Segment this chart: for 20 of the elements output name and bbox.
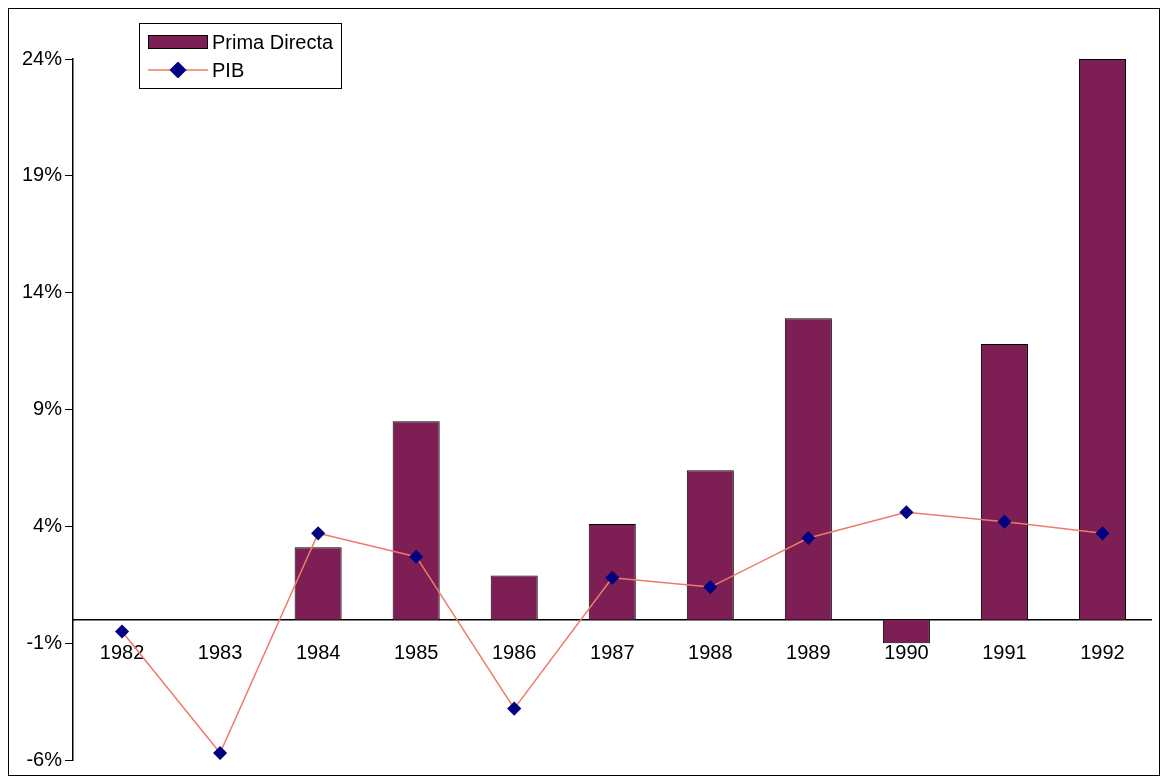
y-tick-label: 24%	[22, 46, 63, 69]
y-tick-label: 14%	[22, 280, 63, 303]
legend-label: PIB	[212, 58, 245, 83]
x-tick-label: 1988	[688, 641, 733, 664]
y-tick-label: 19%	[22, 163, 63, 186]
x-tick-label: 1987	[590, 641, 635, 664]
x-tick-label: 1990	[884, 641, 929, 664]
x-tick-label: 1983	[197, 641, 243, 664]
x-tick-label: 1982	[99, 641, 145, 664]
x-tick-label: 1991	[982, 641, 1027, 664]
x-tick-label: 1986	[491, 641, 537, 664]
x-tick-label: 1989	[786, 641, 831, 664]
x-tick-label: 1984	[295, 641, 341, 664]
x-tick-label: 1985	[393, 641, 439, 664]
y-tick-label: -1%	[26, 630, 63, 653]
y-tick-label: 4%	[33, 513, 63, 536]
y-tick-label: -6%	[26, 747, 63, 770]
x-tick-label: 1992	[1080, 641, 1125, 664]
y-tick-label: 9%	[33, 397, 63, 420]
legend-label: Prima Directa	[212, 30, 334, 55]
